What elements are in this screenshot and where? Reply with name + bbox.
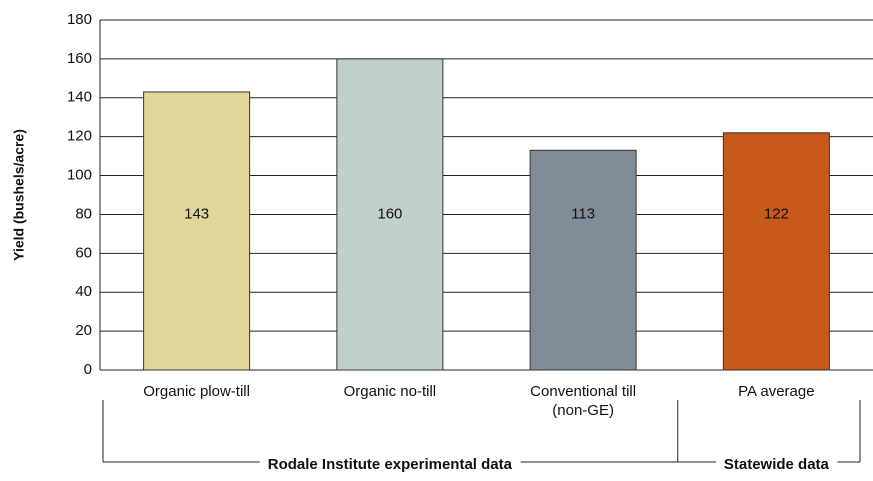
group-label-bg xyxy=(715,460,838,464)
y-tick-label: 20 xyxy=(75,322,92,339)
group-label: Statewide data xyxy=(724,456,830,473)
y-tick-label: 160 xyxy=(67,50,92,67)
group-label-bg xyxy=(259,460,521,464)
y-tick-label: 80 xyxy=(75,205,92,222)
data-label: 113 xyxy=(571,205,595,222)
x-tick-label: PA average xyxy=(738,383,814,400)
bar xyxy=(336,58,444,371)
group-label: Rodale Institute experimental data xyxy=(268,456,513,473)
y-tick-label: 120 xyxy=(67,128,92,145)
data-label: 143 xyxy=(184,205,209,222)
data-label: 122 xyxy=(764,205,789,222)
y-tick-label: 100 xyxy=(67,167,92,184)
y-tick-label: 0 xyxy=(84,361,92,378)
data-label: 160 xyxy=(377,205,402,222)
bar xyxy=(529,149,637,371)
x-tick-label: Conventional till (non-GE) xyxy=(530,383,636,419)
x-tick-label: Organic no-till xyxy=(344,383,437,400)
y-tick-label: 140 xyxy=(67,89,92,106)
bar xyxy=(722,132,830,371)
y-tick-label: 60 xyxy=(75,244,92,261)
x-tick-label: Organic plow-till xyxy=(143,383,250,400)
y-tick-label: 180 xyxy=(67,11,92,28)
y-tick-label: 40 xyxy=(75,283,92,300)
y-axis-label: Yield (bushels/acre) xyxy=(11,129,27,261)
bar xyxy=(143,91,251,371)
